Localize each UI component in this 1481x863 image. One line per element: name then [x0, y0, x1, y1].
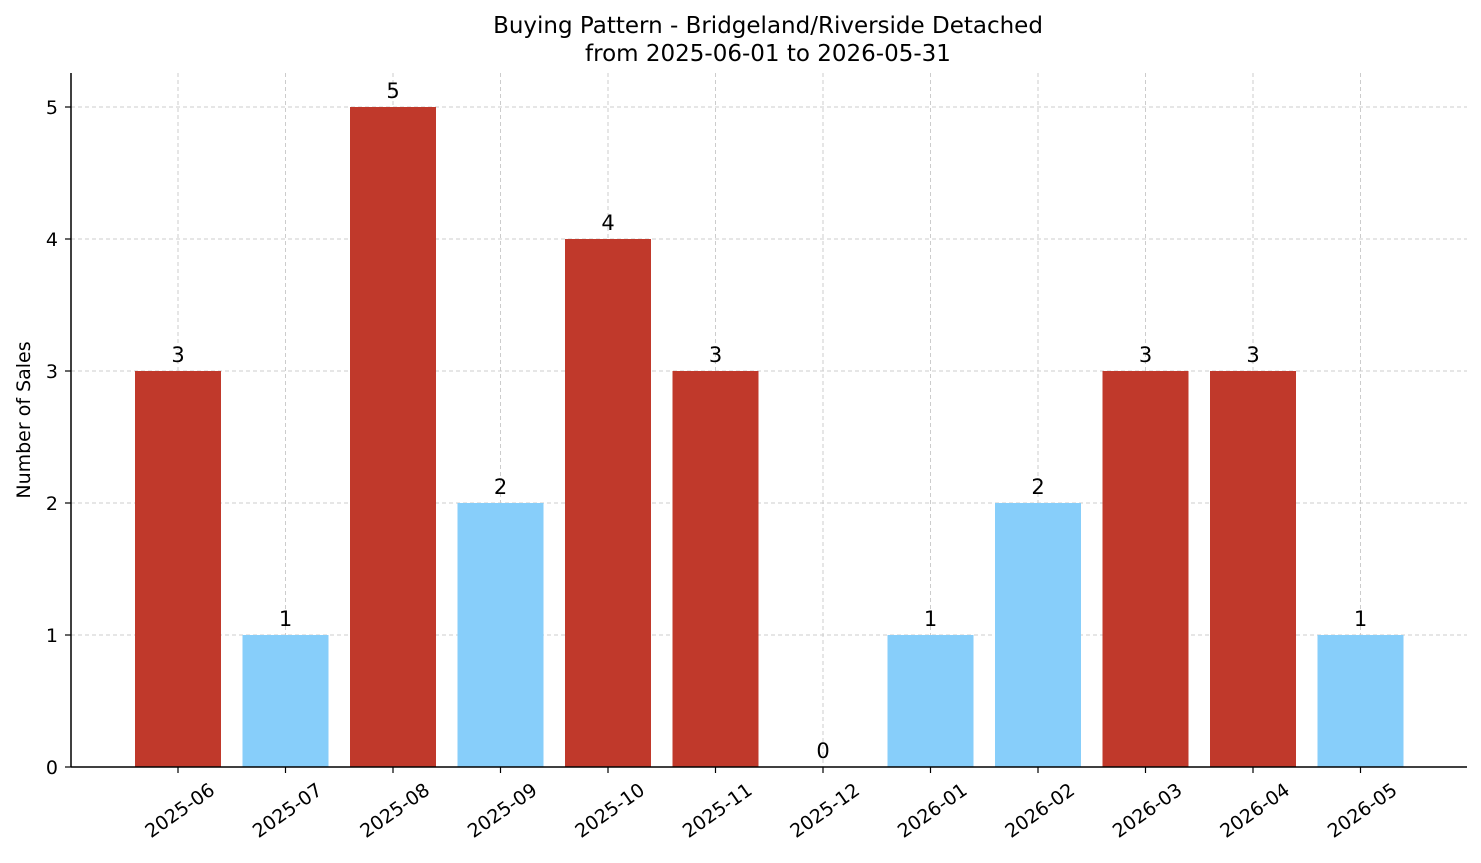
data-label-2025-11: 3 — [709, 343, 722, 367]
data-label-2026-02: 2 — [1031, 475, 1044, 499]
x-tick-label-2026-03: 2026-03 — [1109, 779, 1187, 843]
bar-2025-08 — [350, 107, 436, 767]
x-tick-label-2025-07: 2025-07 — [249, 779, 327, 843]
x-tick-label-2026-01: 2026-01 — [894, 779, 972, 843]
chart-subtitle: from 2025-06-01 to 2026-05-31 — [585, 41, 951, 67]
y-tick-label: 5 — [46, 97, 58, 119]
bar-2025-10 — [565, 239, 651, 767]
bar-2025-07 — [242, 635, 329, 767]
data-label-2025-10: 4 — [601, 211, 614, 235]
data-label-2026-05: 1 — [1354, 607, 1367, 631]
x-tick-label-2025-06: 2025-06 — [141, 779, 219, 843]
y-axis-label: Number of Sales — [13, 341, 35, 498]
y-tick-label: 4 — [46, 229, 58, 251]
x-tick-label-2026-04: 2026-04 — [1216, 779, 1294, 843]
bar-2026-02 — [995, 503, 1081, 767]
x-tick-label-2025-10: 2025-10 — [571, 779, 649, 843]
bar-2025-06 — [135, 371, 221, 767]
data-label-2025-08: 5 — [386, 79, 399, 103]
bars-layer — [135, 107, 1404, 767]
data-label-2025-09: 2 — [494, 475, 507, 499]
data-label-2025-06: 3 — [171, 343, 184, 367]
y-tick-label: 0 — [46, 757, 58, 779]
chart-title: Buying Pattern - Bridgeland/Riverside De… — [493, 13, 1043, 39]
bar-2026-05 — [1317, 635, 1404, 767]
x-tick-label-2026-05: 2026-05 — [1324, 779, 1402, 843]
x-tick-label-2025-09: 2025-09 — [464, 779, 542, 843]
axes-layer — [70, 73, 1467, 768]
x-tick-label-2025-12: 2025-12 — [786, 779, 864, 843]
bar-2025-09 — [457, 503, 544, 767]
bar-2026-04 — [1210, 371, 1296, 767]
data-labels-layer: 3 1 5 2 4 3 0 1 2 3 3 1 — [171, 79, 1367, 763]
data-label-2026-01: 1 — [924, 607, 937, 631]
y-tick-label: 2 — [46, 493, 58, 515]
data-label-2025-12: 0 — [816, 739, 829, 763]
x-tick-label-2026-02: 2026-02 — [1001, 779, 1079, 843]
data-label-2026-04: 3 — [1246, 343, 1259, 367]
bar-2025-11 — [672, 371, 759, 767]
x-tick-label-2025-08: 2025-08 — [356, 779, 434, 843]
bar-2026-01 — [887, 635, 974, 767]
x-tick-label-2025-11: 2025-11 — [679, 779, 757, 843]
data-label-2026-03: 3 — [1139, 343, 1152, 367]
bar-2026-03 — [1102, 371, 1189, 767]
y-tick-label: 1 — [46, 625, 58, 647]
data-label-2025-07: 1 — [279, 607, 292, 631]
y-tick-label: 3 — [46, 361, 58, 383]
